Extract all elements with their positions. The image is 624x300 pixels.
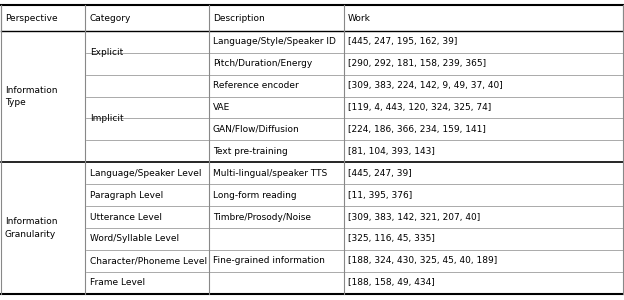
Text: Text pre-training: Text pre-training: [213, 147, 288, 156]
Text: [188, 324, 430, 325, 45, 40, 189]: [188, 324, 430, 325, 45, 40, 189]: [348, 256, 497, 265]
Text: VAE: VAE: [213, 103, 230, 112]
Text: Paragraph Level: Paragraph Level: [90, 191, 163, 200]
Text: Category: Category: [90, 14, 131, 22]
Text: [309, 383, 224, 142, 9, 49, 37, 40]: [309, 383, 224, 142, 9, 49, 37, 40]: [348, 81, 503, 90]
Text: Word/Syllable Level: Word/Syllable Level: [90, 235, 179, 243]
Text: Perspective: Perspective: [5, 14, 57, 22]
Text: Information
Type: Information Type: [5, 86, 57, 107]
Text: [119, 4, 443, 120, 324, 325, 74]: [119, 4, 443, 120, 324, 325, 74]: [348, 103, 492, 112]
Text: Fine-grained information: Fine-grained information: [213, 256, 324, 265]
Text: Implicit: Implicit: [90, 114, 124, 123]
Text: [445, 247, 195, 162, 39]: [445, 247, 195, 162, 39]: [348, 37, 457, 46]
Text: Multi-lingual/speaker TTS: Multi-lingual/speaker TTS: [213, 169, 327, 178]
Text: Language/Style/Speaker ID: Language/Style/Speaker ID: [213, 37, 336, 46]
Text: Character/Phoneme Level: Character/Phoneme Level: [90, 256, 207, 265]
Text: Timbre/Prosody/Noise: Timbre/Prosody/Noise: [213, 212, 311, 221]
Text: Work: Work: [348, 14, 371, 22]
Text: [11, 395, 376]: [11, 395, 376]: [348, 191, 412, 200]
Text: GAN/Flow/Diffusion: GAN/Flow/Diffusion: [213, 125, 300, 134]
Text: [81, 104, 393, 143]: [81, 104, 393, 143]: [348, 147, 435, 156]
Text: Reference encoder: Reference encoder: [213, 81, 298, 90]
Text: [309, 383, 142, 321, 207, 40]: [309, 383, 142, 321, 207, 40]: [348, 212, 480, 221]
Text: Description: Description: [213, 14, 265, 22]
Text: [188, 158, 49, 434]: [188, 158, 49, 434]: [348, 278, 435, 287]
Text: Language/Speaker Level: Language/Speaker Level: [90, 169, 202, 178]
Text: [445, 247, 39]: [445, 247, 39]: [348, 169, 412, 178]
Text: Explicit: Explicit: [90, 48, 123, 57]
Text: Information
Granularity: Information Granularity: [5, 217, 57, 239]
Text: [224, 186, 366, 234, 159, 141]: [224, 186, 366, 234, 159, 141]: [348, 125, 486, 134]
Text: Long-form reading: Long-form reading: [213, 191, 296, 200]
Text: Utterance Level: Utterance Level: [90, 212, 162, 221]
Text: Pitch/Duration/Energy: Pitch/Duration/Energy: [213, 59, 312, 68]
Text: [290, 292, 181, 158, 239, 365]: [290, 292, 181, 158, 239, 365]: [348, 59, 486, 68]
Text: Frame Level: Frame Level: [90, 278, 145, 287]
Text: [325, 116, 45, 335]: [325, 116, 45, 335]: [348, 235, 435, 243]
